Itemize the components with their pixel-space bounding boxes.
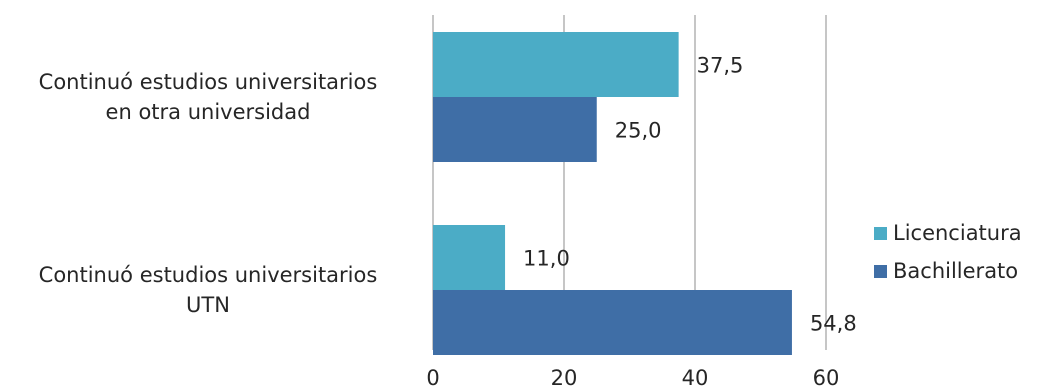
category-labels: Continuó estudios universitarios en otra … <box>39 70 378 317</box>
data-label: 37,5 <box>697 54 744 78</box>
x-tick-label: 0 <box>426 366 439 389</box>
legend-label-bachillerato: Bachillerato <box>893 259 1019 283</box>
category-label: Continuó estudios universitarios <box>39 263 378 287</box>
legend-swatch-licenciatura <box>874 226 887 240</box>
data-label: 11,0 <box>523 247 570 271</box>
legend-label-licenciatura: Licenciatura <box>893 221 1022 245</box>
x-tick-label: 40 <box>682 366 709 389</box>
x-tick-label: 60 <box>813 366 840 389</box>
data-label: 54,8 <box>810 312 857 336</box>
bars <box>433 32 792 355</box>
bar-licenciatura <box>433 225 506 290</box>
x-tick-label: 20 <box>551 366 578 389</box>
legend: Licenciatura Bachillerato <box>874 214 1022 290</box>
bar-bachillerato <box>433 97 597 162</box>
legend-item-bachillerato: Bachillerato <box>874 252 1022 290</box>
legend-item-licenciatura: Licenciatura <box>874 214 1022 252</box>
bar-licenciatura <box>433 32 679 97</box>
bar-bachillerato <box>433 290 792 355</box>
category-label: en otra universidad <box>106 100 311 124</box>
legend-swatch-bachillerato <box>874 264 887 278</box>
category-label: UTN <box>186 293 230 317</box>
data-label: 25,0 <box>615 119 662 143</box>
data-labels: 37,5 25,0 11,0 54,8 <box>523 54 857 336</box>
category-label: Continuó estudios universitarios <box>39 70 378 94</box>
x-axis-ticks: 0 20 40 60 <box>426 366 839 389</box>
